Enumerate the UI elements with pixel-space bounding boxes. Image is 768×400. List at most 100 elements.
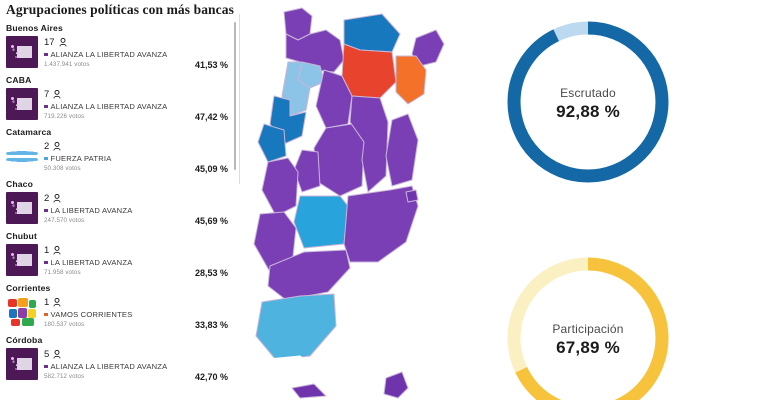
top-parties-panel: Agrupaciones políticas con más bancas Bu… <box>0 0 240 400</box>
seats-count: 1 <box>44 296 50 308</box>
district-row-body: 1 VAMOS CORRIENTES 180.537 votos <box>44 296 240 328</box>
list-item[interactable]: 1 LA LIBERTAD AVANZA 71.958 votos 28,53 % <box>6 243 240 280</box>
list-item[interactable]: 7 ALIANZA LA LIBERTAD AVANZA 719.226 votos… <box>6 87 240 124</box>
province-entre-rios <box>385 113 419 187</box>
party-color-bullet <box>44 52 48 57</box>
logo-spark <box>11 45 14 48</box>
logo-color-block <box>11 319 20 326</box>
summary-donuts: Escrutado 92,88 % Participación 67,89 % <box>488 0 768 400</box>
seats-line: 1 <box>44 297 240 308</box>
logo-color-block <box>28 309 36 318</box>
party-color-bullet <box>44 156 48 161</box>
votes-count: 582.712 votos <box>44 373 85 380</box>
donut-participacion-label: Participación <box>552 322 624 336</box>
seats-line: 2 <box>44 193 240 204</box>
list-item[interactable]: 2 LA LIBERTAD AVANZA 247.570 votos 45,69 % <box>6 191 240 228</box>
logo-color-block <box>18 298 28 307</box>
district-name: Buenos Aires <box>6 23 63 33</box>
flag-stripe-top <box>6 148 38 155</box>
province-santa-fe <box>349 95 389 193</box>
party-name: FUERZA PATRIA <box>50 154 112 163</box>
party-line: LA LIBERTAD AVANZA <box>44 206 240 215</box>
party-logo <box>6 36 38 68</box>
seats-line: 7 <box>44 89 240 100</box>
district-list[interactable]: Buenos Aires 17 ALIANZA LA LIBERTAD AVANZA… <box>0 20 240 400</box>
district-block[interactable]: CABA 7 ALIANZA LA LIBERTAD AVANZA 719.226 v… <box>0 72 240 124</box>
logo-spark <box>15 56 17 58</box>
logo-color-block <box>29 300 36 308</box>
donut-escrutado-arc <box>507 21 669 183</box>
party-logo <box>6 244 38 276</box>
list-item[interactable]: 2 FUERZA PATRIA 50.308 votos 45,09 % <box>6 139 240 176</box>
percentage-value: 42,70 % <box>194 372 228 382</box>
party-line: FUERZA PATRIA <box>44 154 240 163</box>
party-name: VAMOS CORRIENTES <box>50 310 133 319</box>
percentage-value: 45,69 % <box>194 216 228 226</box>
province-tierra-del-fuego <box>383 371 409 399</box>
donut-escrutado: Escrutado 92,88 % <box>498 12 678 192</box>
seats-count: 2 <box>44 140 50 152</box>
percentage-value: 28,53 % <box>194 268 228 278</box>
district-name: Chubut <box>6 231 37 241</box>
seats-line: 2 <box>44 141 240 152</box>
province-rio-negro <box>267 249 351 301</box>
percentage-value: 45,09 % <box>194 164 228 174</box>
panel-divider <box>239 14 240 184</box>
party-color-bullet <box>44 260 48 265</box>
district-name: CABA <box>6 75 32 85</box>
flag-stripe-bottom <box>6 157 38 164</box>
province-mendoza <box>261 157 299 217</box>
seats-count: 1 <box>44 244 50 256</box>
list-item[interactable]: 1 VAMOS CORRIENTES 180.537 votos 33,83 % <box>6 295 240 332</box>
seats-line: 17 <box>44 37 240 48</box>
list-item[interactable]: 5 ALIANZA LA LIBERTAD AVANZA 582.712 votos… <box>6 347 240 384</box>
party-color-bullet <box>44 364 48 369</box>
votes-count: 247.570 votos <box>44 217 85 224</box>
district-row-body: 1 LA LIBERTAD AVANZA 71.958 votos <box>44 244 240 276</box>
district-block[interactable]: Córdoba 5 ALIANZA LA LIBERTAD AVANZA 582.71… <box>0 332 240 384</box>
district-row-body: 2 LA LIBERTAD AVANZA 247.570 votos <box>44 192 240 224</box>
logo-spark <box>15 212 17 214</box>
district-block[interactable]: Chaco 2 LA LIBERTAD AVANZA 247.570 votos 45,… <box>0 176 240 228</box>
party-line: ALIANZA LA LIBERTAD AVANZA <box>44 362 240 371</box>
province-santiago-del-estero <box>315 69 353 129</box>
votes-count: 719.226 votos <box>44 113 85 120</box>
person-icon <box>53 142 61 151</box>
party-color-bullet <box>44 312 48 317</box>
party-name: ALIANZA LA LIBERTAD AVANZA <box>50 362 168 371</box>
district-row-body: 17 ALIANZA LA LIBERTAD AVANZA 1.437.941 vo… <box>44 36 240 68</box>
argentina-map[interactable] <box>240 0 488 400</box>
logo-color-block <box>9 309 17 318</box>
district-block[interactable]: Catamarca 2 FUERZA PATRIA 50.308 votos 45,09… <box>0 124 240 176</box>
party-name: LA LIBERTAD AVANZA <box>50 206 133 215</box>
party-logo <box>6 296 38 328</box>
district-block[interactable]: Chubut 1 LA LIBERTAD AVANZA 71.958 votos 28,… <box>0 228 240 280</box>
party-color-bullet <box>44 208 48 213</box>
logo-spark <box>11 201 14 204</box>
list-item[interactable]: 17 ALIANZA LA LIBERTAD AVANZA 1.437.941 vo… <box>6 35 240 72</box>
seats-count: 7 <box>44 88 50 100</box>
person-icon <box>53 350 61 359</box>
person-icon <box>53 90 61 99</box>
province-caba <box>405 189 419 203</box>
list-vertical-scrollbar-thumb[interactable] <box>234 22 236 170</box>
votes-count: 50.308 votos <box>44 165 81 172</box>
party-line: ALIANZA LA LIBERTAD AVANZA <box>44 102 240 111</box>
district-block[interactable]: Buenos Aires 17 ALIANZA LA LIBERTAD AVANZA… <box>0 20 240 72</box>
donut-participacion-value: 67,89 % <box>556 338 620 357</box>
person-icon <box>53 298 61 307</box>
province-la-pampa <box>293 195 349 249</box>
seats-count: 17 <box>44 36 55 48</box>
party-logo <box>6 88 38 120</box>
seats-count: 2 <box>44 192 50 204</box>
province-san-juan <box>257 123 287 163</box>
district-row-body: 2 FUERZA PATRIA 50.308 votos <box>44 140 240 172</box>
province-corrientes <box>395 55 427 105</box>
logo-spark <box>11 253 14 256</box>
district-row-body: 7 ALIANZA LA LIBERTAD AVANZA 719.226 votos <box>44 88 240 120</box>
votes-count: 71.958 votos <box>44 269 81 276</box>
donut-escrutado-value: 92,88 % <box>556 102 620 121</box>
logo-spark <box>11 97 14 100</box>
district-block[interactable]: Corrientes 1 VAMOS CORRIENTES 180.537 votos… <box>0 280 240 332</box>
